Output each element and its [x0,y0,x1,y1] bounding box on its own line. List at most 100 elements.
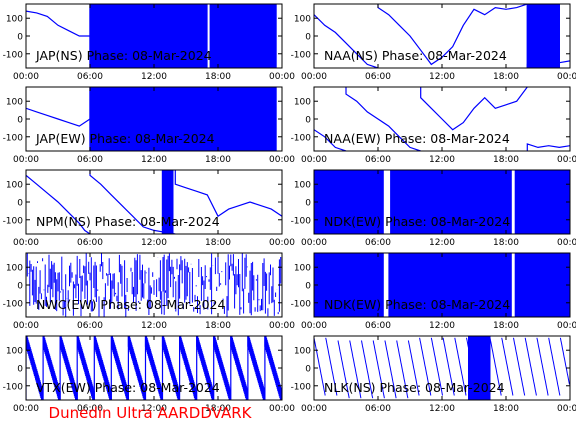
y-tick-label: -100 [291,133,312,143]
x-tick-label: 18:00 [493,72,519,82]
x-tick-label: 18:00 [205,404,231,414]
x-tick-label: 00:00 [13,155,39,165]
x-tick-label: 12:00 [429,238,455,248]
y-tick-label: 100 [294,15,311,25]
y-tick-label: -100 [3,382,24,392]
x-tick-label: 00:00 [301,238,327,248]
footer-label: Dunedin Ultra AARDDVARK [48,404,252,422]
y-tick-label: 0 [305,116,311,126]
x-tick-label: 06:00 [77,404,103,414]
trace-band [526,4,560,68]
trace-group [314,253,570,317]
x-tick-label: 12:00 [429,72,455,82]
x-tick-label: 00:00 [301,321,327,331]
trace-band [468,336,491,400]
x-tick-label: 00:00 [301,404,327,414]
y-tick-label: 0 [305,282,311,292]
y-tick-label: 100 [294,98,311,108]
y-tick-label: -100 [291,382,312,392]
panel-title: NLK(NS) Phase: 08-Mar-2024 [324,380,505,395]
y-tick-label: 0 [17,33,23,43]
trace-noise [26,253,282,317]
x-tick-label: 00:00 [269,404,295,414]
x-tick-label: 18:00 [493,238,519,248]
x-tick-label: 06:00 [365,321,391,331]
y-tick-label: 100 [6,264,23,274]
x-tick-label: 00:00 [13,72,39,82]
panel-title: NDK(EW) Phase: 08-Mar-2024 [324,297,510,312]
trace-band [314,253,570,317]
trace-line [26,107,91,127]
x-tick-label: 12:00 [429,404,455,414]
x-tick-label: 00:00 [13,238,39,248]
x-tick-label: 00:00 [557,404,576,414]
x-tick-label: 00:00 [13,404,39,414]
trace-group [26,336,282,400]
x-tick-label: 00:00 [269,72,295,82]
trace-group [314,4,570,68]
trace-line [314,87,570,151]
y-tick-label: 100 [6,15,23,25]
x-tick-label: 12:00 [429,321,455,331]
panel-title: VTX(EW) Phase: 08-Mar-2024 [36,380,220,395]
x-tick-label: 12:00 [141,238,167,248]
x-tick-label: 00:00 [557,155,576,165]
x-tick-label: 12:00 [141,155,167,165]
y-tick-label: 0 [305,199,311,209]
x-tick-label: 00:00 [557,238,576,248]
trace-band [89,87,277,151]
y-tick-label: -100 [291,299,312,309]
trace-group [26,87,277,151]
trace-group [314,87,570,151]
x-tick-label: 06:00 [365,404,391,414]
y-tick-label: 100 [6,347,23,357]
panel-title: JAP(NS) Phase: 08-Mar-2024 [35,48,212,63]
x-tick-label: 06:00 [365,155,391,165]
x-tick-label: 12:00 [429,155,455,165]
trace-group [26,253,282,317]
x-tick-label: 18:00 [205,321,231,331]
x-tick-label: 00:00 [269,155,295,165]
x-tick-label: 00:00 [269,238,295,248]
x-tick-label: 12:00 [141,72,167,82]
panel-title: NAA(EW) Phase: 08-Mar-2024 [324,131,510,146]
x-tick-label: 18:00 [205,238,231,248]
trace-line [26,336,266,400]
x-tick-label: 00:00 [13,321,39,331]
y-tick-label: 100 [294,264,311,274]
x-tick-label: 00:00 [557,72,576,82]
y-tick-label: 0 [17,365,23,375]
y-tick-label: 0 [17,116,23,126]
x-tick-label: 06:00 [365,238,391,248]
x-tick-label: 18:00 [493,321,519,331]
panel-title: JAP(EW) Phase: 08-Mar-2024 [35,131,215,146]
y-tick-label: 0 [17,282,23,292]
x-tick-label: 18:00 [493,155,519,165]
x-tick-label: 00:00 [301,72,327,82]
x-tick-label: 12:00 [141,321,167,331]
x-tick-label: 06:00 [365,72,391,82]
y-tick-label: 100 [6,181,23,191]
x-tick-label: 06:00 [77,72,103,82]
panel-title: NWC(EW) Phase: 08-Mar-2024 [36,297,226,312]
x-tick-label: 00:00 [269,321,295,331]
y-tick-label: 0 [305,365,311,375]
x-tick-label: 06:00 [77,155,103,165]
y-tick-label: 100 [294,181,311,191]
y-tick-label: -100 [3,133,24,143]
trace-group [314,336,570,400]
trace-group [26,170,282,234]
trace-line [26,170,282,234]
trace-band [89,4,277,68]
x-tick-label: 06:00 [77,321,103,331]
trace-group [26,4,277,68]
y-tick-label: -100 [291,50,312,60]
x-tick-label: 00:00 [301,155,327,165]
y-tick-label: 0 [305,33,311,43]
x-tick-label: 18:00 [493,404,519,414]
x-tick-label: 18:00 [205,155,231,165]
trace-band [161,170,174,234]
x-tick-label: 00:00 [557,321,576,331]
trace-band [314,170,570,234]
